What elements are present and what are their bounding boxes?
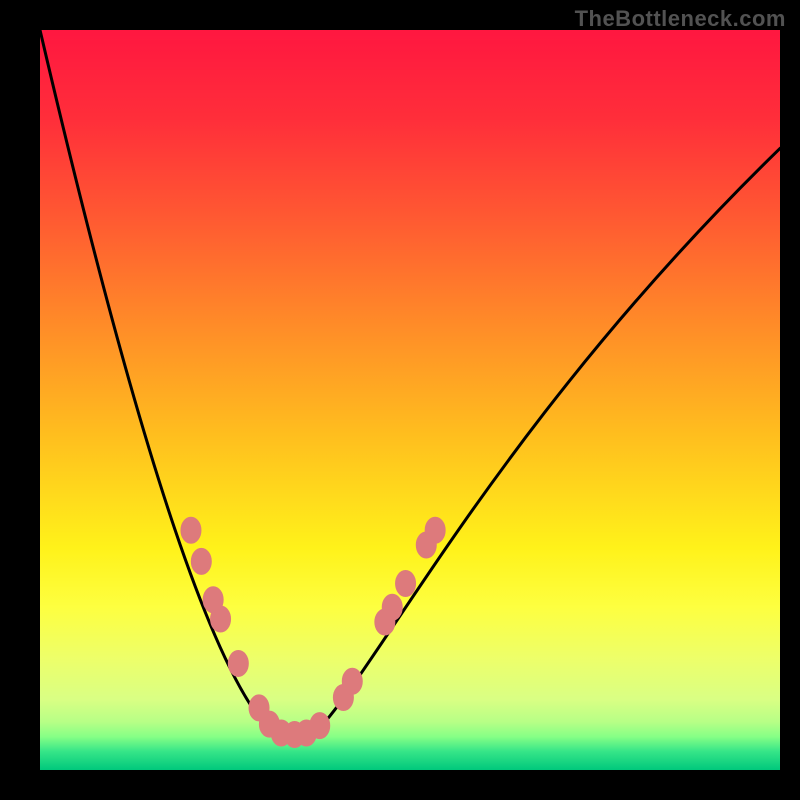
data-marker bbox=[342, 668, 362, 694]
watermark-text: TheBottleneck.com bbox=[575, 6, 786, 32]
data-marker bbox=[228, 650, 248, 676]
data-marker bbox=[191, 548, 211, 574]
chart-container: TheBottleneck.com bbox=[0, 0, 800, 800]
data-marker bbox=[310, 713, 330, 739]
bottleneck-curve-plot bbox=[40, 30, 780, 770]
gradient-background bbox=[40, 30, 780, 770]
data-marker bbox=[181, 517, 201, 543]
data-marker bbox=[425, 517, 445, 543]
data-marker bbox=[382, 594, 402, 620]
data-marker bbox=[211, 606, 231, 632]
data-marker bbox=[396, 571, 416, 597]
